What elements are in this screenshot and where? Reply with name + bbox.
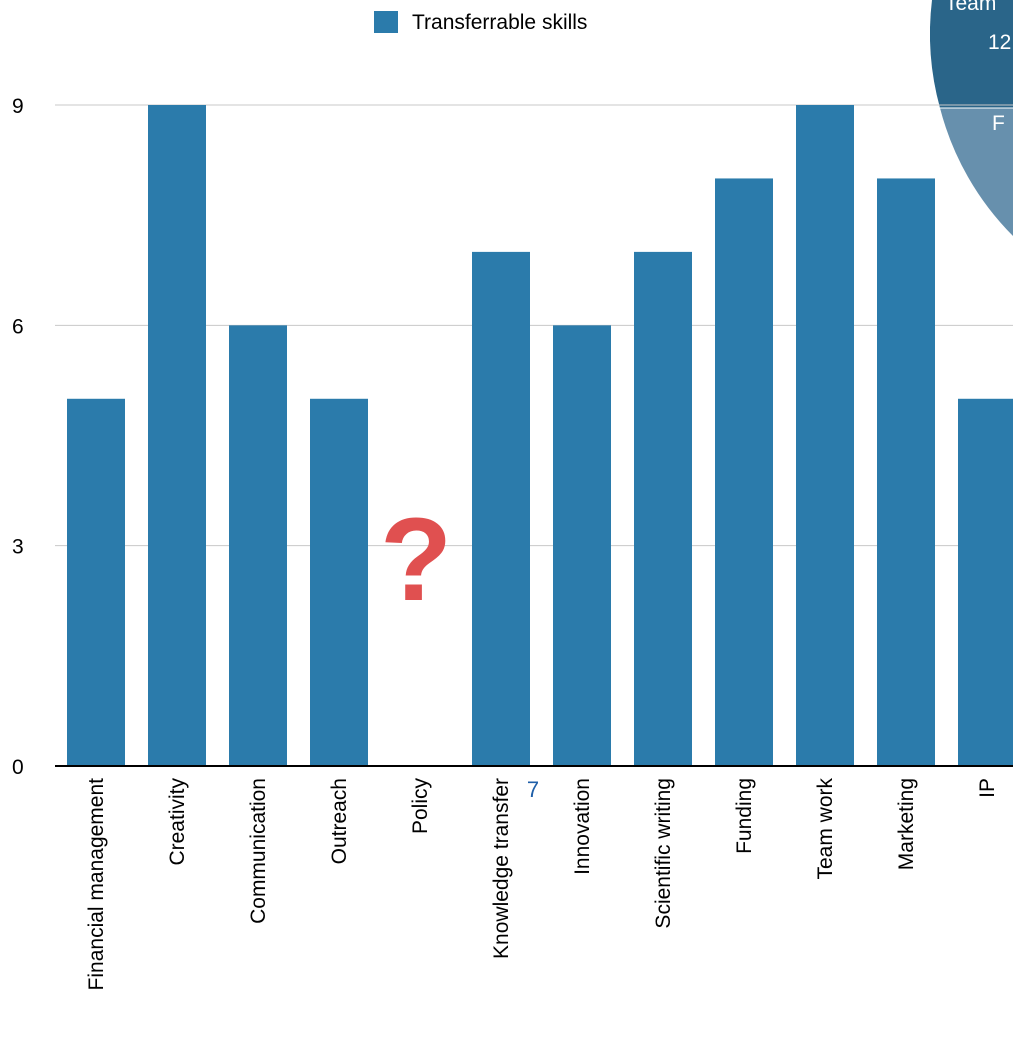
bar xyxy=(67,398,125,766)
x-tick-label: Knowledge transfer xyxy=(490,778,513,959)
pie-label-f: F xyxy=(992,112,1005,135)
bar xyxy=(877,178,935,766)
y-tick-label: 0 xyxy=(12,756,24,779)
x-tick-label: Financial management xyxy=(85,778,108,991)
missing-value-annotation: ? xyxy=(380,494,452,626)
x-tick-label: Marketing xyxy=(895,778,918,870)
legend: Transferrable skills xyxy=(374,11,587,34)
pie-chart-fragment: Team 12 F xyxy=(929,0,1013,236)
x-tick-label: Creativity xyxy=(166,778,189,866)
pie-slice-light xyxy=(940,108,1013,236)
bar xyxy=(796,105,854,766)
x-tick-label: Outreach xyxy=(328,778,351,864)
bar xyxy=(634,251,692,766)
bar xyxy=(958,398,1013,766)
x-tick-label: IP xyxy=(976,778,999,798)
x-tick-label: Policy xyxy=(409,778,432,835)
x-axis-tick-labels: Financial management Creativity Communicat… xyxy=(85,778,999,991)
x-tick-label: Communication xyxy=(247,778,270,924)
page-number: 7 xyxy=(527,777,539,802)
y-tick-label: 9 xyxy=(12,95,24,118)
pie-label-value: 12 xyxy=(988,31,1011,54)
bars xyxy=(67,105,1013,766)
y-tick-label: 3 xyxy=(12,536,24,559)
pie-label-team: Team xyxy=(945,0,996,15)
x-tick-label: Funding xyxy=(733,778,756,854)
bar xyxy=(310,398,368,766)
x-tick-label: Team work xyxy=(814,778,837,880)
bar xyxy=(229,325,287,766)
x-tick-label: Scientific writing xyxy=(652,778,675,929)
bar xyxy=(715,178,773,766)
bar xyxy=(472,251,530,766)
legend-label: Transferrable skills xyxy=(412,11,587,34)
y-tick-label: 6 xyxy=(12,315,24,338)
pie-slice-dark xyxy=(929,0,1013,108)
x-tick-label: Innovation xyxy=(571,778,594,875)
bar xyxy=(148,105,206,766)
y-axis-tick-labels: 0 3 6 9 xyxy=(12,95,24,779)
legend-swatch xyxy=(374,11,398,33)
bar xyxy=(553,325,611,766)
